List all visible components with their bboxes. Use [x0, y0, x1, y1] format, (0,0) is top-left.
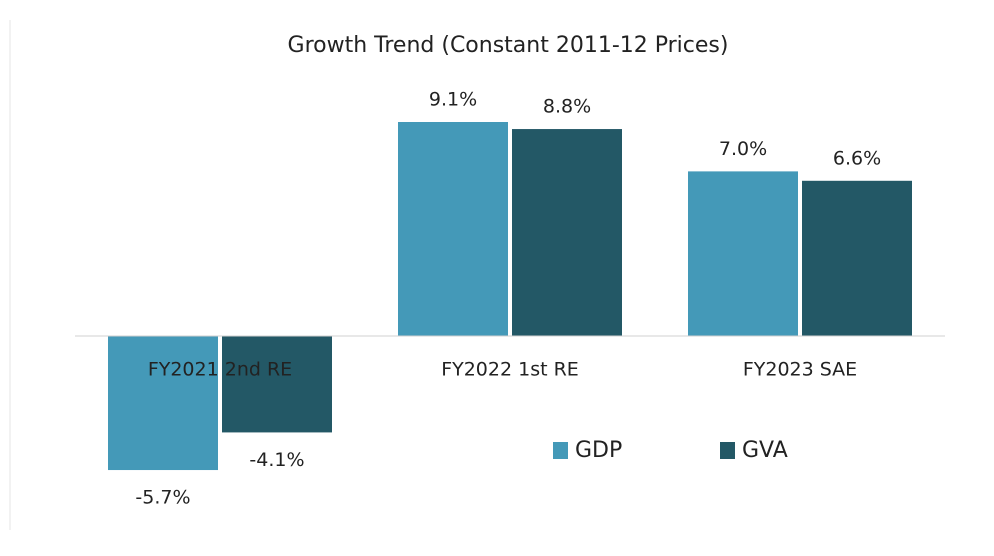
x-tick-label: FY2022 1st RE — [441, 359, 579, 381]
bar — [688, 171, 798, 336]
data-label: 6.6% — [833, 147, 881, 169]
x-tick-label: FY2021 2nd RE — [148, 359, 292, 381]
x-tick-label: FY2023 SAE — [743, 359, 857, 381]
data-label: 9.1% — [429, 89, 477, 111]
legend-swatch — [720, 442, 735, 459]
data-label: -5.7% — [135, 487, 190, 509]
data-label: 8.8% — [543, 96, 591, 118]
legend-swatch — [553, 442, 568, 459]
legend-label: GVA — [742, 438, 788, 463]
chart-title: Growth Trend (Constant 2011-12 Prices) — [288, 33, 729, 58]
data-label: -4.1% — [249, 449, 304, 471]
bar — [108, 336, 218, 471]
bar — [222, 336, 332, 433]
data-label: 7.0% — [719, 138, 767, 160]
legend-label: GDP — [575, 438, 622, 463]
bar — [398, 122, 508, 336]
bar — [802, 180, 912, 336]
bar — [512, 129, 622, 336]
